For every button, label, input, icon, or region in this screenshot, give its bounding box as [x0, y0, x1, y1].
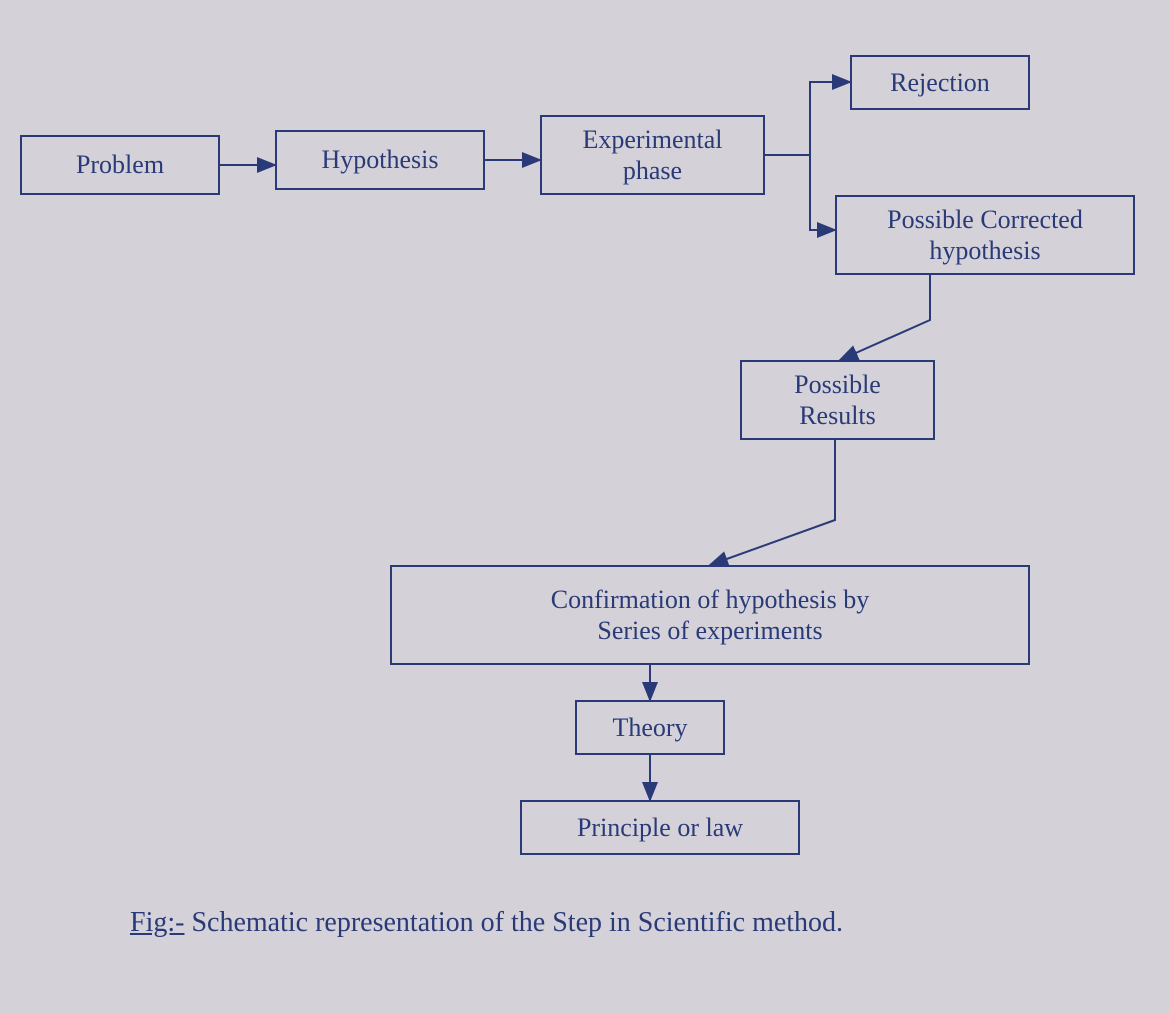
node-hypothesis: Hypothesis	[275, 130, 485, 190]
node-label: Problem	[76, 149, 164, 180]
node-label: Possible Correctedhypothesis	[887, 204, 1083, 266]
caption-text: Schematic representation of the Step in …	[191, 907, 843, 938]
node-label: Rejection	[890, 67, 990, 98]
node-label: PossibleResults	[794, 369, 881, 431]
node-label: Hypothesis	[322, 144, 439, 175]
node-label: Confirmation of hypothesis bySeries of e…	[551, 584, 869, 646]
node-corrected: Possible Correctedhypothesis	[835, 195, 1135, 275]
figure-caption: Fig:- Schematic representation of the St…	[130, 905, 843, 941]
node-label: Principle or law	[577, 812, 743, 843]
node-label: Theory	[612, 712, 687, 743]
node-experimental: Experimentalphase	[540, 115, 765, 195]
edge-corrected-to-results	[840, 275, 930, 360]
caption-prefix: Fig:-	[130, 907, 184, 938]
node-results: PossibleResults	[740, 360, 935, 440]
edge-experimental-to-rejection	[765, 82, 850, 155]
node-principle: Principle or law	[520, 800, 800, 855]
node-rejection: Rejection	[850, 55, 1030, 110]
node-theory: Theory	[575, 700, 725, 755]
node-confirmation: Confirmation of hypothesis bySeries of e…	[390, 565, 1030, 665]
edge-experimental-to-corrected	[765, 155, 835, 230]
node-problem: Problem	[20, 135, 220, 195]
node-label: Experimentalphase	[582, 124, 722, 186]
edge-results-to-confirmation	[710, 440, 835, 565]
